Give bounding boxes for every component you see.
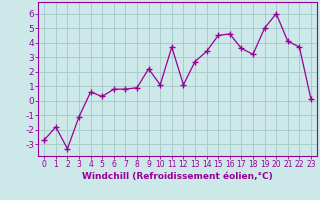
X-axis label: Windchill (Refroidissement éolien,°C): Windchill (Refroidissement éolien,°C) <box>82 172 273 181</box>
